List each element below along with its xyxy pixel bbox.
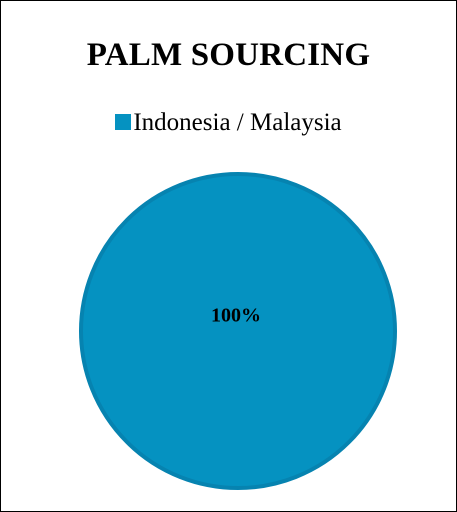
pie-data-labels: 100%: [211, 305, 261, 327]
chart-legend: Indonesia / Malaysia: [1, 109, 456, 137]
pie-data-label: 100%: [211, 305, 261, 327]
legend-label: Indonesia / Malaysia: [133, 109, 342, 136]
pie-slices: [79, 172, 397, 490]
legend-swatch: [115, 114, 132, 130]
chart-title: PALM SOURCING: [86, 37, 371, 73]
pie-slice: [79, 172, 397, 490]
